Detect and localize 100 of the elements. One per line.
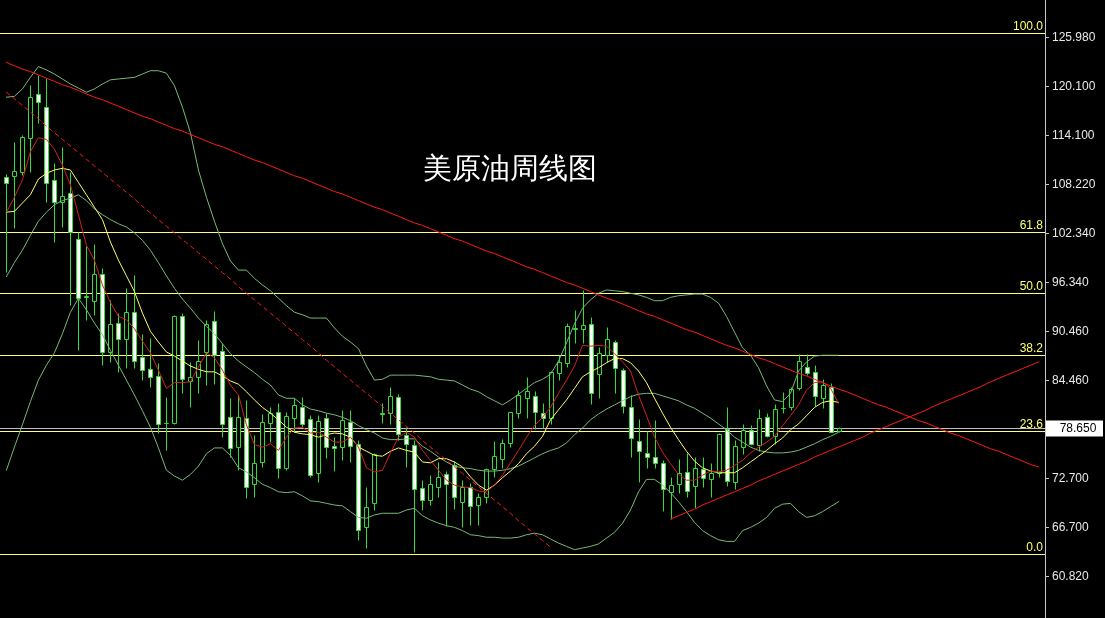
candlestick [508,412,513,448]
candlestick [597,347,602,399]
candlestick [516,390,521,419]
candlestick [813,365,818,407]
candlestick [100,268,105,366]
candlestick [228,398,233,458]
candlestick [156,363,161,434]
candlestick [276,403,281,479]
candlestick [749,425,754,446]
candlestick [661,460,666,512]
candlestick [396,394,401,441]
candlestick [340,410,345,461]
candlestick [492,441,497,478]
y-tick-label: 60.820 [1052,568,1090,583]
ref-line-label: 23.6 [1019,416,1044,431]
candlestick [500,439,505,469]
candlestick [372,453,377,511]
candlestick [837,427,842,433]
candlestick [324,413,329,459]
candlestick [757,409,762,452]
ref-line-label: 78.650 [1059,421,1097,436]
candlestick [404,427,409,468]
candlestick [709,463,714,498]
candlestick [725,407,730,487]
candlestick [36,75,41,124]
candlestick [420,480,425,511]
candlestick [789,387,794,411]
candlestick [468,483,473,526]
candlestick [92,244,97,316]
candlestick [44,78,49,203]
candlestick [260,414,265,468]
candlestick [4,174,9,273]
candlestick [412,440,417,553]
candlestick [380,403,385,424]
candlestick [436,462,441,498]
candlestick [180,313,185,394]
candlestick [805,354,810,376]
candlestick [613,340,618,394]
candlestick [452,461,457,510]
candlestick [292,398,297,433]
y-tick-label: 84.460 [1052,373,1090,388]
y-tick-label: 66.700 [1052,520,1090,535]
candlestick [356,440,361,541]
candlestick [693,457,698,509]
candlestick [76,232,81,351]
candlestick [701,457,706,488]
candlestick [84,246,89,321]
candlestick [773,404,778,445]
candlestick [565,323,570,368]
y-tick-label: 125.980 [1052,29,1096,44]
candlestick [148,338,153,388]
text: 美原油周线图 [423,151,597,185]
candlestick [581,290,586,344]
candlestick [428,475,433,506]
candlestick [164,397,169,451]
candlestick [308,415,313,478]
candlestick [717,433,722,478]
candlestick [741,424,746,455]
candlestick [204,320,209,386]
candlestick [733,440,738,490]
candlestick [653,420,658,469]
candlestick [68,172,73,306]
candlestick [669,477,674,520]
candlestick [172,315,177,425]
candlestick [132,275,137,369]
candlestick [236,395,241,471]
candlestick [829,383,834,433]
candlestick [573,310,578,344]
candlestick [284,412,289,471]
y-tick-label: 120.100 [1052,78,1096,93]
candlestick [20,135,25,176]
candlestick [364,487,369,549]
candlestick [621,368,626,414]
candlestick [765,413,770,438]
candlestick [300,397,305,428]
ref-line-label: 61.8 [1019,217,1044,232]
y-tick-label: 108.220 [1052,176,1096,191]
ref-line-label: 0.0 [1026,539,1044,554]
y-tick-label: 96.340 [1052,275,1090,290]
candlestick [549,371,554,425]
candlestick [220,343,225,438]
candlestick [116,313,121,373]
candlestick [388,387,393,425]
line-series [5,66,840,406]
candlestick [60,147,65,228]
candlestick [252,435,257,498]
candlestick [629,395,634,458]
candlestick [444,471,449,527]
y-tick-label: 102.340 [1052,225,1096,240]
line-series [5,297,840,551]
candlestick [637,419,642,483]
candlestick [525,377,530,419]
ref-line-label: 50.0 [1019,279,1044,294]
candlestick [781,392,786,414]
candlestick [677,459,682,494]
candlestick [28,85,33,173]
ref-line-label: 100.0 [1012,18,1044,33]
candlestick [52,163,57,243]
candlestick [212,311,217,385]
candlestick [316,415,321,483]
